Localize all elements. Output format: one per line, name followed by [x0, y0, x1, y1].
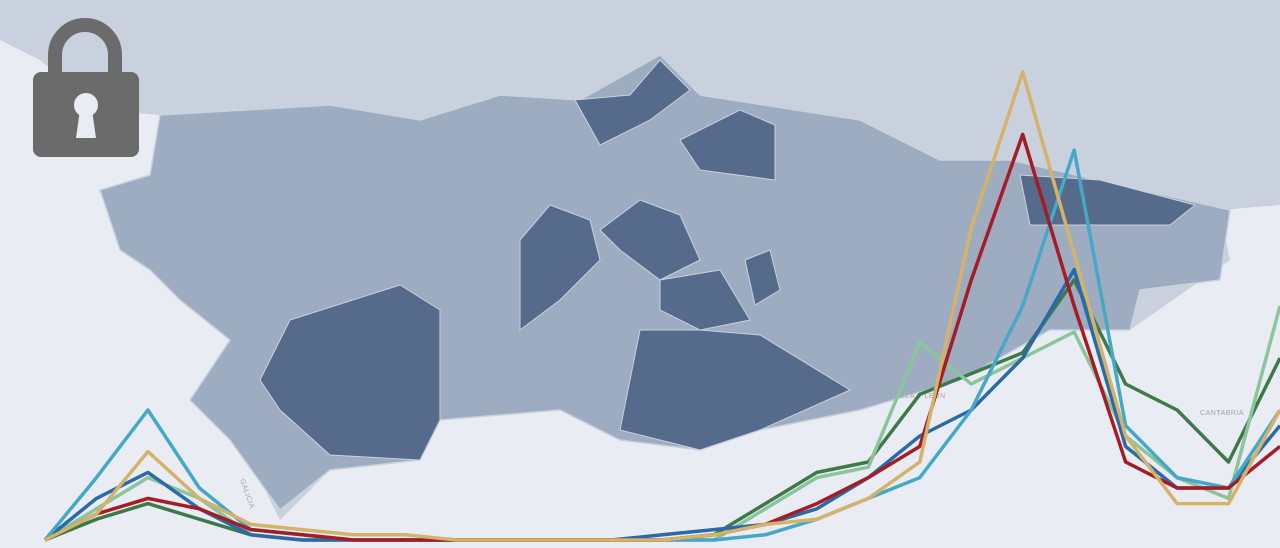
lines	[43, 70, 1280, 542]
map-label: CANTABRIA	[1200, 410, 1244, 417]
districts	[259, 59, 1197, 461]
series-line	[44, 70, 1280, 542]
land	[0, 40, 1280, 548]
lock-icon	[33, 18, 139, 157]
series-line	[43, 267, 1280, 542]
map-label: CASTILLA Y LEÓN	[878, 391, 946, 400]
